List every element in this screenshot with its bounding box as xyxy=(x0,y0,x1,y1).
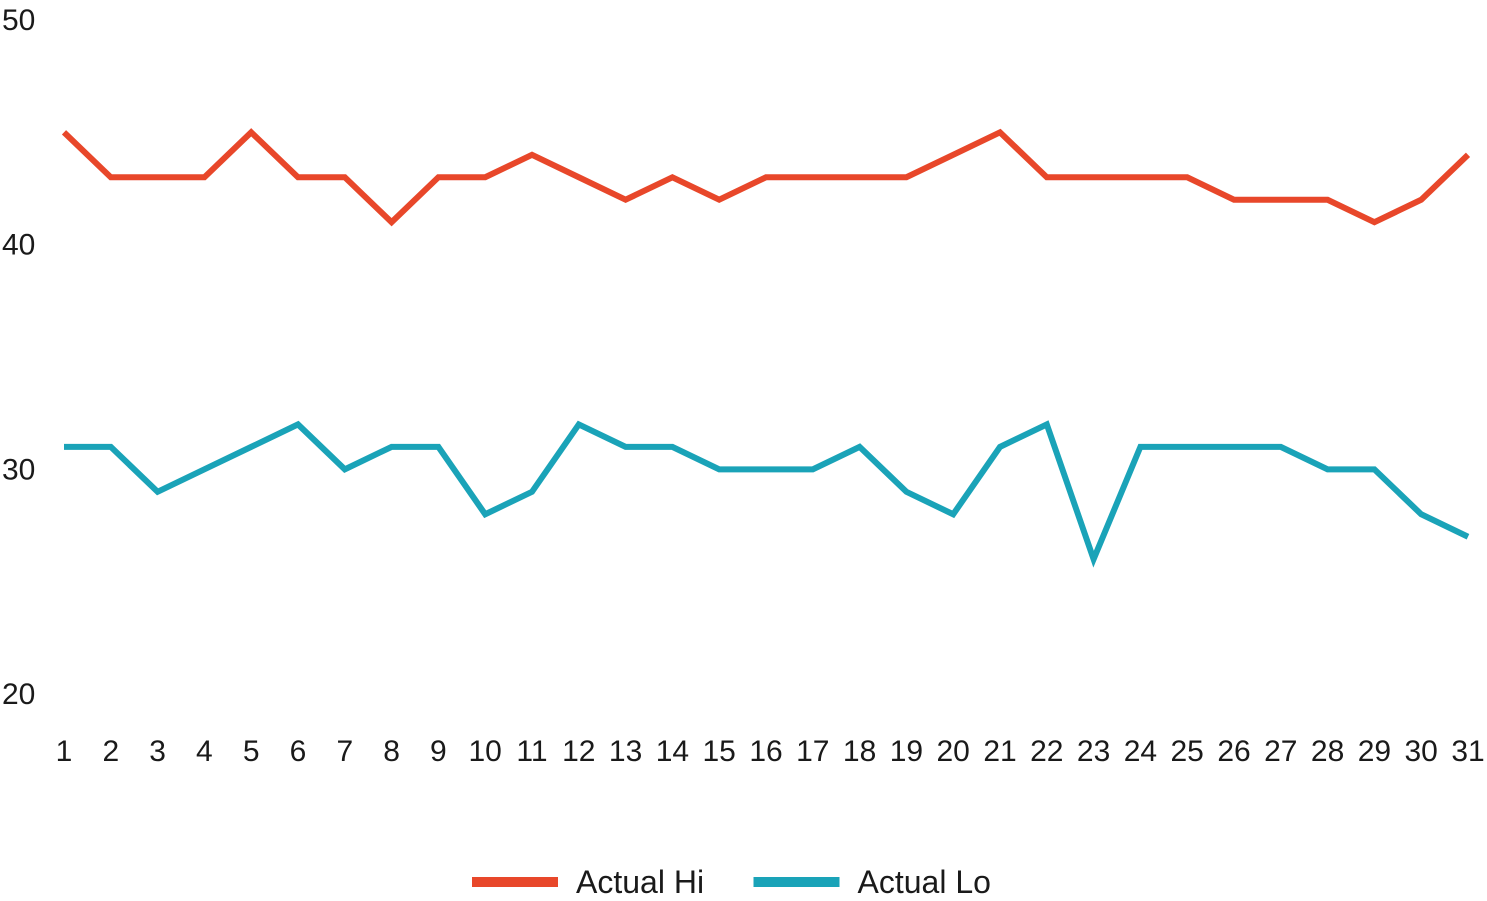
legend-label: Actual Lo xyxy=(858,864,991,900)
x-tick-label: 2 xyxy=(102,735,119,768)
y-tick-label: 20 xyxy=(2,678,35,711)
y-axis: 20 30 40 50 xyxy=(2,4,35,711)
y-tick-label: 30 xyxy=(2,453,35,486)
x-tick-label: 31 xyxy=(1451,735,1484,768)
x-tick-label: 8 xyxy=(383,735,400,768)
x-tick-label: 17 xyxy=(796,735,829,768)
x-tick-label: 11 xyxy=(516,735,547,768)
plot-area xyxy=(61,128,1471,568)
x-tick-label: 10 xyxy=(469,735,502,768)
x-tick-label: 5 xyxy=(243,735,260,768)
x-axis: 1 2 3 4 5 6 7 8 9 10 11 12 13 14 15 16 17 18 19 20 21 22 23 24 2… xyxy=(56,735,1485,768)
x-tick-label: 16 xyxy=(749,735,782,768)
x-tick-label: 14 xyxy=(656,735,689,768)
x-tick-label: 24 xyxy=(1124,735,1157,768)
x-tick-label: 28 xyxy=(1311,735,1344,768)
x-tick-label: 19 xyxy=(890,735,923,768)
x-tick-label: 4 xyxy=(196,735,213,768)
x-tick-label: 27 xyxy=(1264,735,1297,768)
x-tick-label: 29 xyxy=(1358,735,1391,768)
y-tick-label: 50 xyxy=(2,4,35,37)
x-tick-label: 12 xyxy=(562,735,595,768)
series-line-actual-hi xyxy=(61,128,1471,227)
x-tick-label: 9 xyxy=(430,735,447,768)
legend: Actual Hi Actual Lo xyxy=(472,864,991,900)
x-tick-label: 26 xyxy=(1217,735,1250,768)
x-tick-label: 6 xyxy=(290,735,307,768)
x-tick-label: 7 xyxy=(336,735,353,768)
x-tick-label: 1 xyxy=(56,735,73,768)
y-tick-label: 40 xyxy=(2,229,35,262)
x-tick-label: 13 xyxy=(609,735,642,768)
legend-label: Actual Hi xyxy=(576,864,704,900)
x-tick-label: 3 xyxy=(149,735,166,768)
x-tick-label: 20 xyxy=(937,735,970,768)
x-tick-label: 23 xyxy=(1077,735,1110,768)
series-line-actual-lo xyxy=(64,420,1470,568)
x-tick-label: 25 xyxy=(1171,735,1204,768)
x-tick-label: 22 xyxy=(1030,735,1063,768)
x-tick-label: 30 xyxy=(1405,735,1438,768)
x-tick-label: 15 xyxy=(703,735,736,768)
x-tick-label: 18 xyxy=(843,735,876,768)
x-tick-label: 21 xyxy=(983,735,1016,768)
